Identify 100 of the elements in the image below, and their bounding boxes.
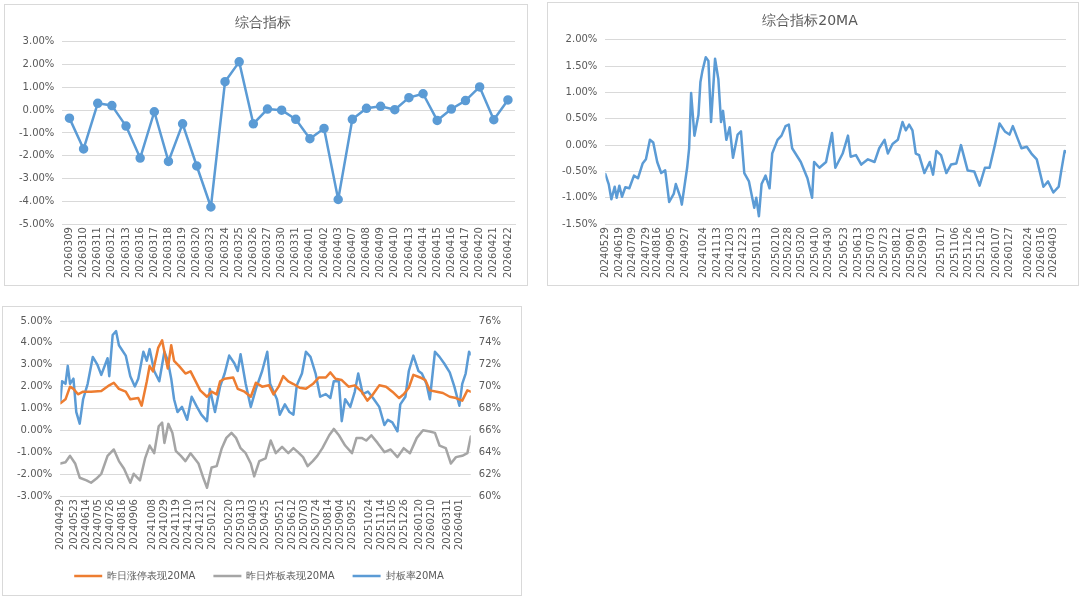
- y-tick-label: 0.00%: [22, 103, 55, 115]
- y2-tick-label: 72%: [478, 358, 502, 370]
- point: [333, 194, 343, 205]
- x-tick-label: 20250210: [769, 227, 781, 279]
- x-tick-label: 20250122: [206, 499, 218, 551]
- point: [291, 114, 301, 125]
- y-tick-label: 5.00%: [20, 314, 53, 326]
- x-tick-label: 20260224: [1021, 227, 1033, 279]
- x-tick-label: 20260310: [77, 227, 89, 279]
- x-tick-label: 20260410: [388, 227, 400, 279]
- y-tick-label: -2.00%: [18, 149, 55, 161]
- x-tick-label: 20250113: [751, 227, 763, 279]
- x-tick-label: 20260319: [176, 227, 188, 279]
- chart-title: 综合指标20MA: [762, 12, 859, 29]
- x-tick-label: 20260326: [246, 227, 258, 279]
- x-tick-label: 20260422: [501, 227, 513, 279]
- x-tick-label: 20251205: [386, 499, 398, 551]
- x-tick-label: 20260324: [218, 227, 230, 279]
- legend-label: 封板率20MA: [385, 569, 444, 581]
- x-tick-label: 20250320: [795, 227, 807, 279]
- y-tick-label: 2.00%: [20, 380, 53, 392]
- x-tick-label: 20260331: [289, 227, 301, 279]
- x-tick-label: 20240816: [651, 227, 663, 279]
- x-tick-label: 20250313: [234, 499, 246, 551]
- y-tick-label: -1.00%: [16, 445, 53, 457]
- x-tick-label: 20251106: [948, 227, 960, 279]
- point: [375, 101, 386, 112]
- x-tick-label: 20260421: [487, 227, 499, 279]
- x-tick-label: 20250220: [222, 499, 234, 551]
- y2-tick-label: 74%: [478, 336, 502, 348]
- x-tick-label: 20260403: [1046, 227, 1058, 279]
- x-tick-label: 20250521: [273, 499, 285, 551]
- y-tick-label: 2.00%: [565, 33, 598, 45]
- x-tick-label: 20240905: [664, 227, 676, 279]
- x-tick-label: 20241029: [157, 499, 169, 551]
- x-tick-label: 20260210: [424, 499, 436, 551]
- y-tick-label: 4.00%: [20, 336, 53, 348]
- point: [107, 100, 117, 111]
- point: [404, 92, 414, 103]
- y-tick-label: -3.00%: [18, 172, 55, 184]
- x-tick-label: 20260409: [374, 227, 386, 279]
- x-tick-label: 20241024: [697, 227, 709, 279]
- x-tick-label: 20240927: [679, 227, 691, 279]
- x-tick-label: 20260323: [204, 227, 216, 279]
- x-tick-label: 20260320: [190, 227, 202, 279]
- y2-tick-label: 60%: [478, 489, 502, 501]
- x-tick-label: 20240619: [612, 227, 624, 279]
- y2-tick-label: 64%: [478, 445, 502, 457]
- point: [248, 119, 259, 129]
- x-tick-label: 20251126: [961, 227, 973, 279]
- x-tick-label: 20251024: [362, 499, 374, 551]
- x-tick-label: 20241113: [710, 227, 722, 279]
- y2-tick-label: 66%: [478, 424, 502, 436]
- point: [149, 107, 160, 117]
- x-tick-label: 20240906: [127, 499, 139, 551]
- x-tick-label: 20251114: [374, 499, 386, 551]
- point: [163, 156, 174, 167]
- point: [220, 76, 230, 87]
- y-tick-label: 0.50%: [565, 112, 598, 124]
- y2-tick-label: 68%: [478, 402, 502, 414]
- x-tick-label: 20250403: [246, 499, 258, 551]
- x-tick-label: 20251216: [975, 227, 987, 279]
- point: [92, 98, 103, 109]
- x-tick-label: 20240729: [639, 227, 651, 279]
- x-tick-label: 20240429: [53, 499, 65, 551]
- x-tick-label: 20241008: [146, 499, 158, 551]
- x-tick-label: 20260401: [303, 227, 315, 279]
- x-tick-label: 20260311: [441, 499, 453, 551]
- x-tick-label: 20260420: [473, 227, 485, 279]
- point: [460, 95, 471, 106]
- point: [78, 144, 89, 154]
- y-tick-label: 1.00%: [22, 80, 55, 92]
- y-tick-label: 3.00%: [22, 35, 55, 47]
- x-tick-label: 20260107: [989, 227, 1001, 279]
- x-tick-label: 20250430: [822, 227, 834, 279]
- x-tick-label: 20240523: [67, 499, 79, 551]
- x-tick-label: 20250814: [322, 499, 334, 551]
- x-tick-label: 20250724: [310, 499, 322, 551]
- x-tick-label: 20260318: [162, 227, 174, 279]
- y-tick-label: 1.00%: [565, 86, 598, 98]
- y-tick-label: 2.00%: [22, 58, 55, 70]
- x-tick-label: 20260407: [345, 227, 357, 279]
- point: [305, 133, 315, 144]
- x-tick-label: 20240529: [598, 227, 610, 279]
- x-tick-label: 20260408: [360, 227, 372, 279]
- y-tick-label: -3.00%: [16, 489, 53, 501]
- x-tick-label: 20260311: [91, 227, 103, 279]
- x-tick-label: 20260330: [275, 227, 287, 279]
- y-tick-label: -4.00%: [18, 194, 55, 206]
- x-tick-label: 20260413: [402, 227, 414, 279]
- x-tick-label: 20260313: [119, 227, 131, 279]
- y-tick-label: -1.00%: [561, 191, 598, 203]
- x-tick-label: 20250703: [864, 227, 876, 279]
- x-tick-label: 20260417: [459, 227, 471, 279]
- x-tick-label: 20250410: [809, 227, 821, 279]
- y-tick-label: 1.50%: [565, 59, 598, 71]
- x-tick-label: 20240816: [115, 499, 127, 551]
- x-tick-label: 20250901: [904, 227, 916, 279]
- y-tick-label: -1.50%: [561, 217, 598, 229]
- y-tick-label: 1.00%: [20, 402, 53, 414]
